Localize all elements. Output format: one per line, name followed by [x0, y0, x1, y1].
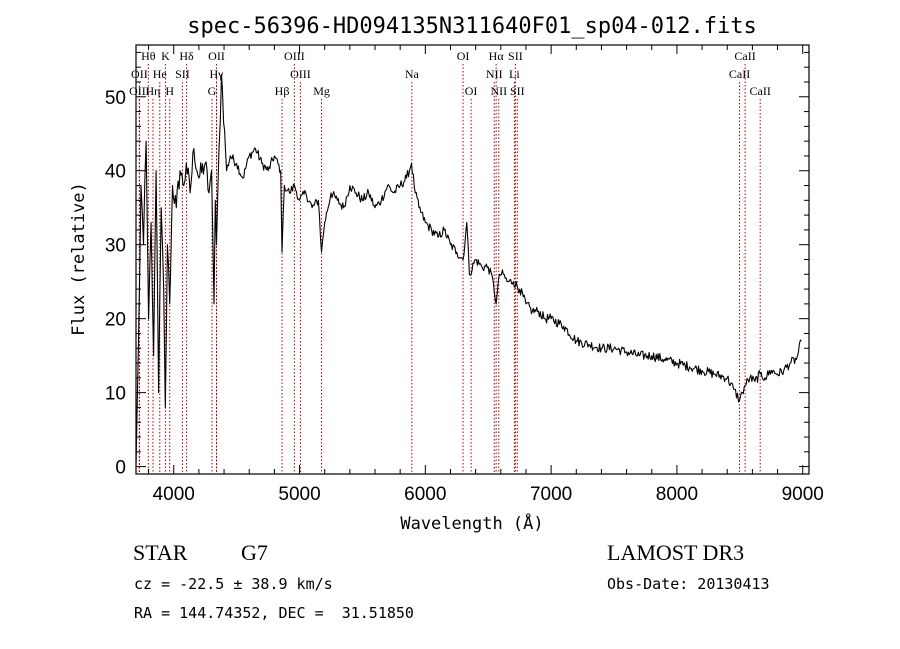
chart-title: spec-56396-HD094135N311640F01_sp04-012.f…: [187, 14, 757, 39]
line-label: SII: [508, 49, 523, 63]
line-label: Hθ: [141, 49, 156, 63]
line-label: Hβ: [275, 84, 290, 98]
plot-frame: [135, 44, 810, 475]
line-label: OIII: [284, 49, 305, 63]
x-axis-label: Wavelength (Å): [400, 512, 543, 534]
x-tick-label: 6000: [404, 484, 446, 505]
line-label: Na: [405, 67, 420, 81]
line-markers: [138, 64, 761, 474]
line-label: Hα: [489, 49, 505, 63]
redshift-line: cz = -22.5 ± 38.9 km/s: [134, 575, 333, 593]
line-label: CaII: [729, 67, 750, 81]
line-label: Li: [509, 67, 520, 81]
x-tick-label: 4000: [153, 484, 195, 505]
line-label: SII: [175, 67, 190, 81]
line-label: H: [165, 84, 174, 98]
subclass-label: G7: [241, 540, 268, 565]
line-label: OI: [465, 84, 478, 98]
y-tick-label: 10: [105, 384, 126, 405]
y-tick-label: 40: [105, 162, 126, 183]
line-label: OI: [457, 49, 470, 63]
line-label: K: [161, 49, 170, 63]
y-tick-label: 50: [105, 88, 126, 109]
y-tick-label: 30: [105, 236, 126, 257]
class-label: STAR: [133, 540, 188, 565]
x-tick-label: 7000: [530, 484, 572, 505]
line-label: Hη: [146, 84, 161, 98]
line-label: OII: [131, 67, 148, 81]
x-tick-label: 5000: [278, 484, 320, 505]
line-label: Mg: [313, 84, 330, 98]
x-axis: 4000 5000 6000 7000 8000 9000: [148, 45, 824, 505]
line-label: NII: [490, 84, 507, 98]
line-label: OII: [208, 49, 225, 63]
line-label: SII: [510, 84, 525, 98]
line-label: G: [208, 84, 217, 98]
y-axis-label: Flux (relative): [69, 182, 89, 336]
x-tick-label: 8000: [656, 484, 698, 505]
y-tick-label: 0: [115, 458, 126, 479]
y-axis: 0 10 20 30 40 50: [105, 51, 809, 479]
line-label: OIII: [129, 84, 150, 98]
line-label: CaII: [734, 49, 755, 63]
line-label: Hγ: [210, 67, 225, 81]
survey-label: LAMOST DR3: [607, 540, 745, 565]
line-label: NII: [486, 67, 503, 81]
line-label: OIII: [290, 67, 311, 81]
line-label: CaII: [750, 84, 771, 98]
y-tick-label: 20: [105, 310, 126, 331]
obs-date: Obs-Date: 20130413: [607, 575, 770, 593]
line-label: Hδ: [179, 49, 194, 63]
spectrum-line: [135, 74, 802, 467]
x-tick-label: 9000: [782, 484, 824, 505]
line-label: He: [153, 67, 167, 81]
coordinates: RA = 144.74352, DEC = 31.51850: [134, 604, 414, 622]
